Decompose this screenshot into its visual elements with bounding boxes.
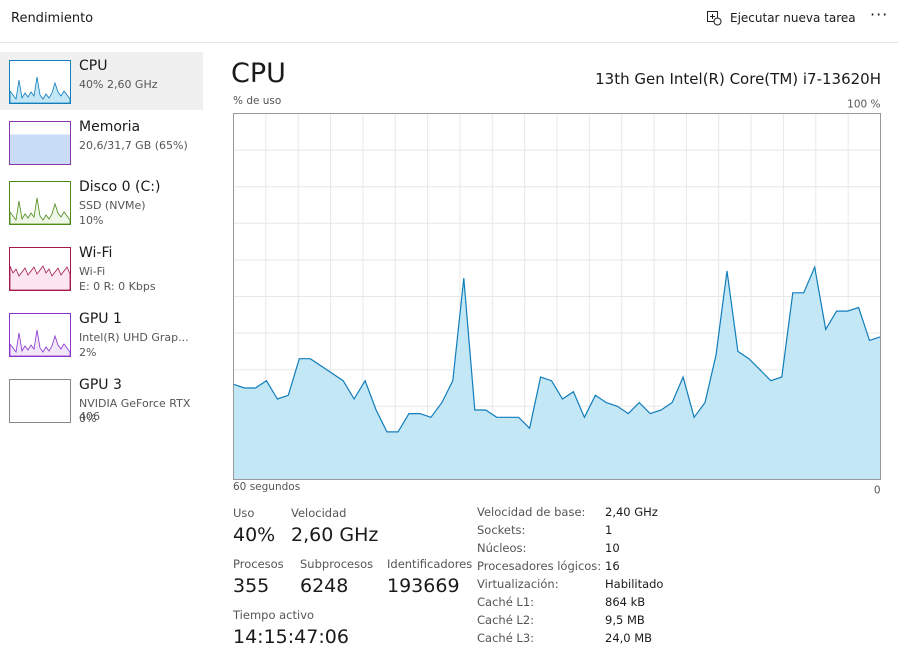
spec-value: 9,5 MB <box>605 613 645 627</box>
sidebar-detail: 20,6/31,7 GB (65%) <box>79 139 188 152</box>
spec-value: 24,0 MB <box>605 631 653 645</box>
main-title: CPU <box>231 58 286 89</box>
sidebar-name: CPU <box>79 58 108 74</box>
stat-label: Velocidad <box>291 506 347 520</box>
stat-value: 355 <box>233 575 270 597</box>
spec-label: Procesadores lógicos: <box>477 559 602 573</box>
stat-label: Uso <box>233 506 255 520</box>
area-fill <box>233 267 881 480</box>
spec-label: Caché L1: <box>477 595 535 609</box>
spec-label: Caché L3: <box>477 631 535 645</box>
y-axis-label: % de uso <box>233 95 281 107</box>
thumbnail-graph <box>10 329 70 356</box>
thumbnail-line <box>10 329 70 356</box>
thumbnail <box>9 313 71 357</box>
page-title: Rendimiento <box>11 11 94 26</box>
stat-label: Tiempo activo <box>233 608 315 622</box>
x-axis-label: 60 segundos <box>233 481 300 493</box>
thumbnail <box>9 379 71 423</box>
sidebar-detail: NVIDIA GeForce RTX 406 <box>79 397 191 423</box>
thumbnail <box>9 181 71 225</box>
y-tick-label: 0 <box>874 485 881 497</box>
stat-label: Identificadores <box>387 557 473 571</box>
spec-value: 16 <box>605 559 620 573</box>
processor-name: 13th Gen Intel(R) Core(TM) i7-13620H <box>595 70 881 88</box>
sidebar-name: Wi-Fi <box>79 245 113 261</box>
spec-value: 2,40 GHz <box>605 505 658 519</box>
plot-border <box>233 113 881 480</box>
sidebar-detail: 40% 2,60 GHz <box>79 78 158 91</box>
spec-value: Habilitado <box>605 577 664 591</box>
cpu-chart: % de uso 60 segundos 0 100 % <box>233 95 881 497</box>
spec-label: Velocidad de base: <box>477 505 586 519</box>
sidebar-item[interactable]: Disco 0 (C:) SSD (NVMe) 10% <box>0 173 203 231</box>
sidebar-detail: Wi-Fi <box>79 265 106 278</box>
sidebar-item[interactable]: Memoria 20,6/31,7 GB (65%) <box>0 113 203 171</box>
spec-label: Núcleos: <box>477 541 527 555</box>
sidebar-detail: 2% <box>79 346 97 359</box>
new-task-icon[interactable] <box>706 10 722 26</box>
sidebar-name: GPU 3 <box>79 377 122 393</box>
thumbnail-line <box>10 76 70 103</box>
spec-value: 1 <box>605 523 613 537</box>
spec-value: 10 <box>605 541 620 555</box>
spec-label: Virtualización: <box>477 577 559 591</box>
stat-value: 193669 <box>387 575 460 597</box>
sidebar-item[interactable]: Wi-Fi Wi-Fi E: 0 R: 0 Kbps <box>0 239 203 297</box>
spec-label: Caché L2: <box>477 613 535 627</box>
stat-label: Procesos <box>233 557 284 571</box>
spec-value: 864 kB <box>605 595 646 609</box>
sidebar-name: Memoria <box>79 119 141 135</box>
more-button[interactable]: ··· <box>870 5 889 24</box>
area-line <box>233 265 881 433</box>
header: Rendimiento Ejecutar nueva tarea ··· <box>0 0 898 43</box>
sidebar-detail: 0% <box>79 412 97 425</box>
thumbnail-graph <box>10 197 70 224</box>
new-task-button[interactable]: Ejecutar nueva tarea <box>730 11 856 25</box>
sidebar-name: Disco 0 (C:) <box>79 179 161 195</box>
spec-label: Sockets: <box>477 523 526 537</box>
sidebar-item[interactable]: GPU 3 NVIDIA GeForce RTX 406 0% <box>0 371 203 429</box>
sidebar-item[interactable]: GPU 1 Intel(R) UHD Grap... 2% <box>0 305 203 363</box>
thumbnail <box>9 121 71 165</box>
stat-value: 14:15:47:06 <box>233 626 349 648</box>
sidebar-item[interactable]: CPU 40% 2,60 GHz <box>0 52 203 110</box>
sidebar-name: GPU 1 <box>79 311 122 327</box>
stat-label: Subprocesos <box>300 557 374 571</box>
sidebar-detail: E: 0 R: 0 Kbps <box>79 280 156 293</box>
thumbnail-line <box>10 197 70 224</box>
thumbnail-graph <box>10 265 70 290</box>
sidebar-detail: Intel(R) UHD Grap... <box>79 331 189 344</box>
stat-value: 40% <box>233 524 276 546</box>
sidebar-detail: 10% <box>79 214 104 227</box>
thumbnail <box>9 60 71 104</box>
stat-value: 6248 <box>300 575 349 597</box>
thumbnail <box>9 247 71 291</box>
sidebar-detail: SSD (NVMe) <box>79 199 146 212</box>
thumbnail-line <box>10 265 70 290</box>
thumbnail-graph <box>10 76 70 103</box>
stat-value: 2,60 GHz <box>291 524 379 546</box>
y-tick-label: 100 % <box>847 99 880 111</box>
